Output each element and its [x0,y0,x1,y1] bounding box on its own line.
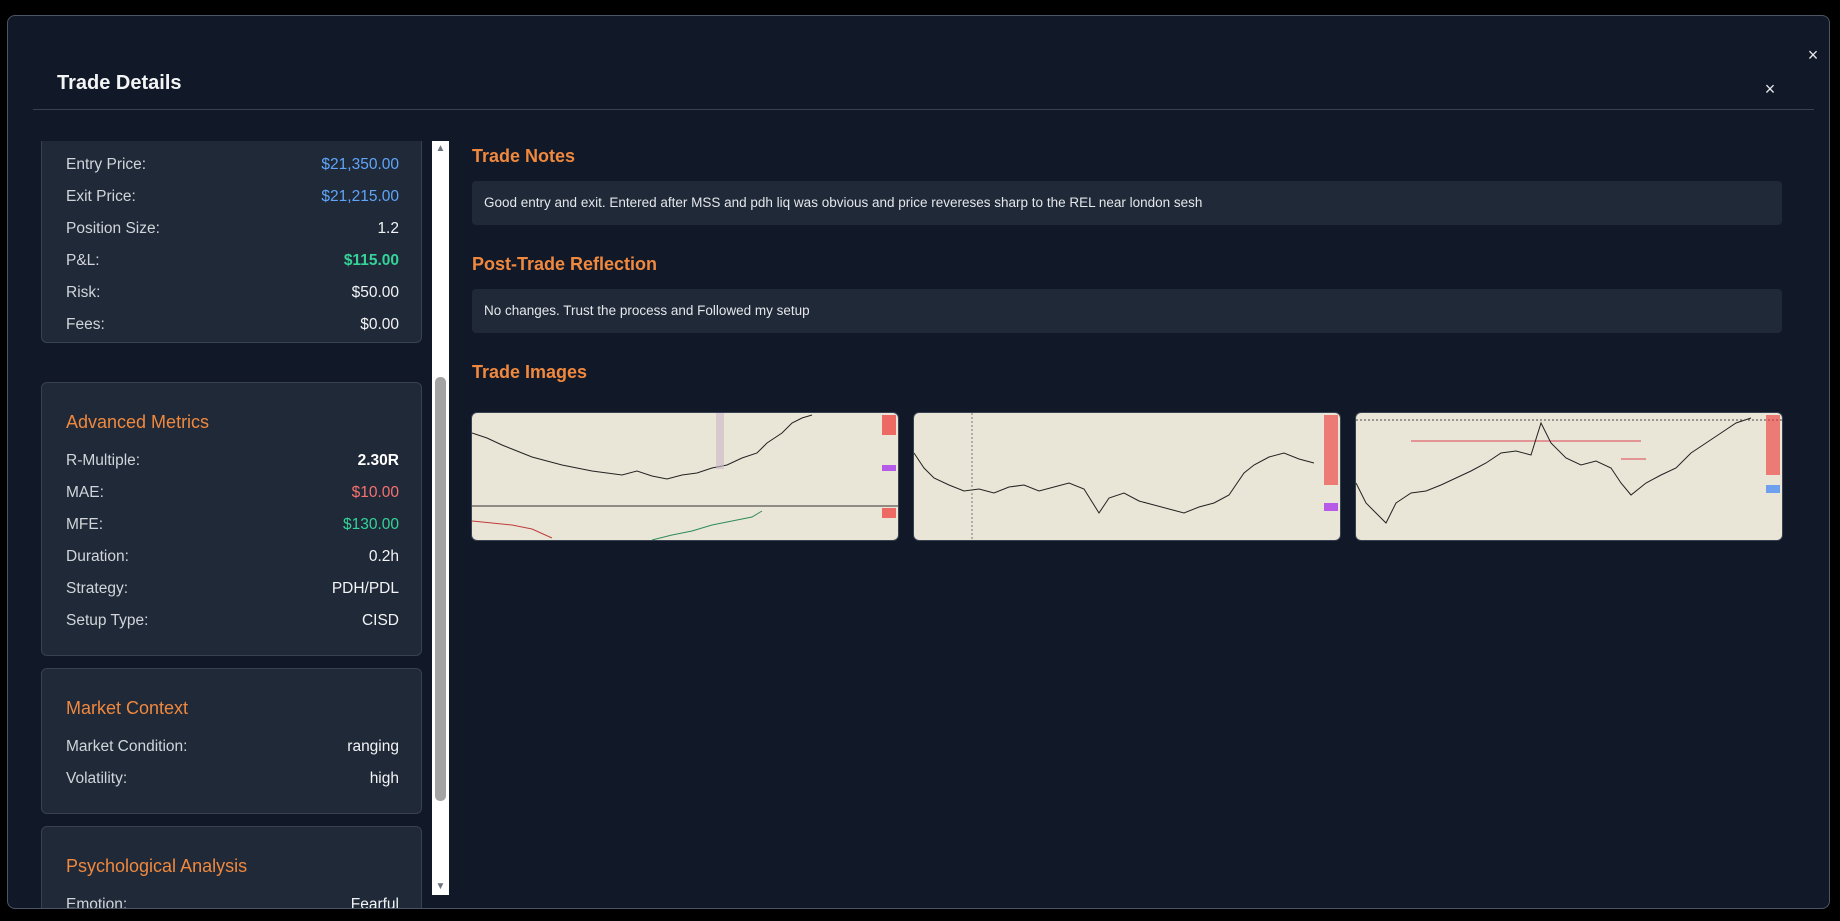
strategy-row: Strategy: PDH/PDL [66,578,399,600]
exit-price-value: $21,215.00 [321,188,399,205]
setup-type-row: Setup Type: CISD [66,610,399,632]
price-details-card: Entry Price: $21,350.00 Exit Price: $21,… [41,141,422,343]
header-divider [33,109,1814,110]
market-context-card: Market Context Market Condition: ranging… [41,668,422,814]
market-condition-row: Market Condition: ranging [66,736,399,758]
risk-label: Risk: [66,284,101,301]
mfe-value: $130.00 [342,516,399,533]
volatility-row: Volatility: high [66,768,399,790]
trade-image-2[interactable] [914,413,1340,540]
fees-row: Fees: $0.00 [66,314,399,336]
post-trade-reflection-title: Post-Trade Reflection [472,254,658,274]
risk-value: $50.00 [351,284,399,301]
scroll-thumb[interactable] [435,377,446,801]
fees-label: Fees: [66,316,105,333]
position-size-value: 1.2 [377,220,399,237]
mae-label: MAE: [66,484,104,501]
mfe-label: MFE: [66,516,104,533]
scroll-down-arrow-icon[interactable]: ▼ [435,881,446,892]
r-multiple-row: R-Multiple: 2.30R [66,450,399,472]
mae-row: MAE: $10.00 [66,482,399,504]
outer-close-icon[interactable]: × [1807,45,1819,65]
mae-value: $10.00 [351,484,399,501]
trade-images-title: Trade Images [472,362,588,382]
market-condition-label: Market Condition: [66,738,188,755]
market-condition-value: ranging [347,738,399,755]
psychological-analysis-card: Psychological Analysis Emotion: Fearful [41,826,422,909]
exit-price-label: Exit Price: [66,188,136,205]
fees-value: $0.00 [360,316,399,333]
risk-row: Risk: $50.00 [66,282,399,304]
chart-screenshot-2 [914,413,1338,540]
scroll-up-arrow-icon[interactable]: ▲ [435,143,446,154]
pnl-row: P&L: $115.00 [66,250,399,272]
psychological-analysis-title: Psychological Analysis [66,856,248,876]
post-trade-reflection-text: No changes. Trust the process and Follow… [472,289,1782,333]
position-size-row: Position Size: 1.2 [66,218,399,240]
duration-value: 0.2h [368,548,399,565]
exit-price-row: Exit Price: $21,215.00 [66,186,399,208]
modal-title: Trade Details [57,72,182,94]
market-context-title: Market Context [66,698,189,718]
strategy-value: PDH/PDL [331,580,399,597]
duration-row: Duration: 0.2h [66,546,399,568]
trade-notes-title: Trade Notes [472,146,576,166]
mfe-row: MFE: $130.00 [66,514,399,536]
r-multiple-value: 2.30R [357,452,399,469]
volatility-value: high [369,770,399,787]
entry-price-value: $21,350.00 [321,156,399,173]
trade-details-modal: × Trade Details × Entry Price: $21,350.0… [7,15,1830,909]
pnl-label: P&L: [66,252,100,269]
trade-image-1[interactable] [472,413,898,540]
chart-screenshot-3 [1356,415,1782,524]
trade-image-3[interactable] [1356,413,1782,540]
setup-type-label: Setup Type: [66,612,149,629]
emotion-value: Fearful [350,896,399,909]
emotion-row: Emotion: Fearful [66,894,399,909]
strategy-label: Strategy: [66,580,129,597]
chart-screenshot-1 [472,413,898,540]
advanced-metrics-card: Advanced Metrics R-Multiple: 2.30R MAE: … [41,382,422,656]
position-size-label: Position Size: [66,220,160,237]
emotion-label: Emotion: [66,896,128,909]
entry-price-label: Entry Price: [66,156,147,173]
duration-label: Duration: [66,548,129,565]
left-panel[interactable]: Entry Price: $21,350.00 Exit Price: $21,… [41,141,446,909]
close-icon[interactable]: × [1764,79,1776,99]
trade-notes-text: Good entry and exit. Entered after MSS a… [472,181,1782,225]
entry-price-row: Entry Price: $21,350.00 [66,154,399,176]
pnl-value: $115.00 [343,252,399,269]
setup-type-value: CISD [361,612,399,629]
left-panel-scrollbar[interactable]: ▲ ▼ [432,141,449,895]
volatility-label: Volatility: [66,770,128,787]
r-multiple-label: R-Multiple: [66,452,141,469]
advanced-metrics-title: Advanced Metrics [66,412,210,432]
